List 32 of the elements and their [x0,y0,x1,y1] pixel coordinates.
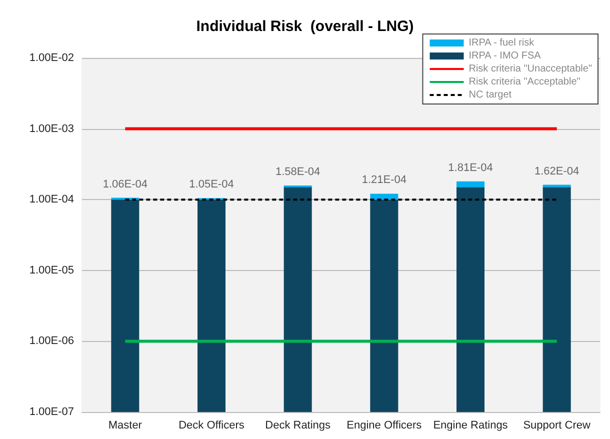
bar [284,187,312,412]
y-tick-label: 1.00E-04 [29,194,74,206]
x-tick-label: Support Crew [523,420,591,432]
bar [198,200,226,412]
x-tick-label: Engine Officers [346,420,422,432]
y-tick-label: 1.00E-07 [29,406,74,418]
total-label: 1.05E-04 [189,178,234,191]
bar [370,200,398,412]
bar [456,187,484,412]
total-label: 1.62E-04 [534,165,580,178]
total-label: 1.58E-04 [276,166,320,178]
bar [542,187,571,412]
x-tick-label: Master [108,420,142,432]
y-tick-label: 1.00E-03 [29,122,74,135]
x-tick-label: Deck Officers [178,420,245,432]
legend-label: NC target [468,90,512,100]
bar [370,194,398,200]
x-tick-label: Deck Ratings [265,420,332,432]
chart-title: Individual Risk (overall - LNG) [196,18,414,35]
legend-label: Risk criteria "Unacceptable" [468,64,592,74]
legend-label: IRPA - fuel risk [468,38,536,48]
y-tick-label: 1.00E-02 [29,52,74,64]
legend-label: IRPA - IMO FSA [468,50,542,62]
x-tick-label: Engine Ratings [433,420,508,432]
y-tick-label: 1.00E-06 [29,335,74,348]
bar [456,181,484,188]
total-label: 1.06E-04 [102,178,148,190]
total-label: 1.81E-04 [448,162,493,174]
bar [111,200,140,412]
y-tick-label: 1.00E-05 [29,264,74,276]
legend-label: Risk criteria "Acceptable" [468,76,581,88]
total-label: 1.21E-04 [362,174,406,186]
